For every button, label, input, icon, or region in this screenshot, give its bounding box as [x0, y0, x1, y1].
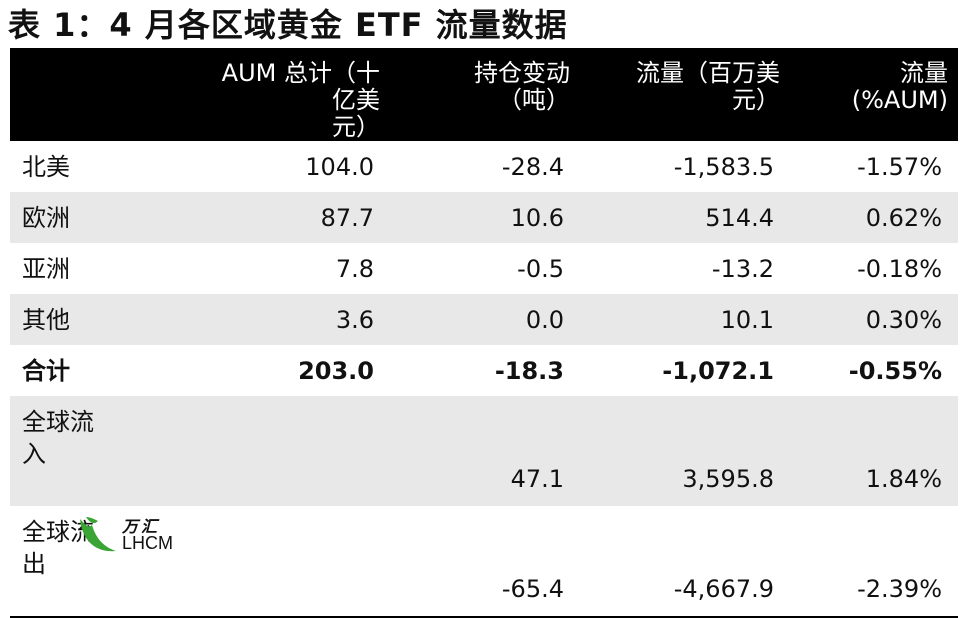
table-row: 亚洲 7.8 -0.5 -13.2 -0.18%: [10, 243, 958, 294]
aum-cell: 104.0: [305, 152, 374, 181]
header-holding-line2: （吨）: [498, 86, 570, 114]
flow-cell: -4,667.9: [580, 506, 790, 618]
flow-cell: 3,595.8: [682, 465, 774, 493]
flow-cell: 514.4: [705, 203, 774, 232]
row-label: 全球流 入: [10, 396, 190, 506]
header-flow-line1: 流量（百万美: [636, 59, 780, 87]
header-flowpct-line2: (%AUM): [851, 86, 948, 114]
row-label: 其他: [22, 305, 70, 334]
header-flow: 流量（百万美 元）: [580, 48, 790, 141]
flowpct-cell: 0.30%: [865, 305, 942, 334]
header-holding: 持仓变动 （吨）: [390, 48, 580, 141]
header-flow-line2: 元）: [732, 86, 780, 114]
table-title: 表 1：4 月各区域黄金 ETF 流量数据: [8, 6, 568, 44]
header-holding-line1: 持仓变动: [474, 59, 570, 87]
header-aum-line1: AUM 总计（十亿美: [221, 59, 380, 114]
row-label: 欧洲: [22, 203, 70, 232]
aum-cell: 203.0: [298, 356, 374, 385]
holding-cell: 0.0: [525, 305, 564, 334]
flowpct-cell: 0.62%: [865, 203, 942, 232]
header-flowpct-line1: 流量: [900, 59, 948, 87]
holding-cell: 47.1: [510, 465, 564, 493]
total-row: 合计 203.0 -18.3 -1,072.1 -0.55%: [10, 345, 958, 396]
row-label-line2: 入: [22, 440, 46, 468]
header-row: AUM 总计（十亿美 元） 持仓变动 （吨） 流量（百万美 元） 流量 (%AU…: [10, 48, 958, 141]
aum-cell: 7.8: [335, 254, 374, 283]
flowpct-cell: 1.84%: [865, 465, 942, 493]
watermark-cn: 万汇: [122, 517, 161, 536]
flowpct-cell: -0.55%: [848, 356, 942, 385]
header-region: [10, 48, 190, 141]
header-aum: AUM 总计（十亿美 元）: [190, 48, 390, 141]
row-label: 亚洲: [22, 254, 70, 283]
inflow-row: 全球流 入 47.1 3,595.8 1.84%: [10, 396, 958, 506]
aum-cell: 87.7: [320, 203, 374, 232]
table-row: 北美 104.0 -28.4 -1,583.5 -1.57%: [10, 141, 958, 192]
flow-cell: -13.2: [711, 254, 774, 283]
aum-cell: [190, 396, 390, 506]
row-label: 合计: [22, 356, 70, 385]
holding-cell: -0.5: [517, 254, 564, 283]
watermark-logo: 万汇 LHCM: [76, 513, 186, 557]
flow-cell: 10.1: [720, 305, 774, 334]
row-label-line1: 全球流: [22, 408, 94, 436]
flow-cell: -1,072.1: [662, 356, 774, 385]
table-row: 其他 3.6 0.0 10.1 0.30%: [10, 294, 958, 345]
flowpct-cell: -2.39%: [790, 506, 958, 618]
holding-cell: -18.3: [494, 356, 564, 385]
leaf-icon: [80, 517, 116, 552]
holding-cell: -65.4: [390, 506, 580, 618]
watermark-en: LHCM: [122, 533, 174, 553]
table-row: 欧洲 87.7 10.6 514.4 0.62%: [10, 192, 958, 243]
holding-cell: 10.6: [510, 203, 564, 232]
header-aum-line2: 元）: [332, 113, 380, 141]
flowpct-cell: -1.57%: [857, 152, 942, 181]
row-label: 北美: [22, 152, 70, 181]
aum-cell: 3.6: [335, 305, 374, 334]
header-flowpct: 流量 (%AUM): [790, 48, 958, 141]
holding-cell: -28.4: [501, 152, 564, 181]
aum-cell: [190, 506, 390, 618]
flow-cell: -1,583.5: [673, 152, 774, 181]
flowpct-cell: -0.18%: [857, 254, 942, 283]
